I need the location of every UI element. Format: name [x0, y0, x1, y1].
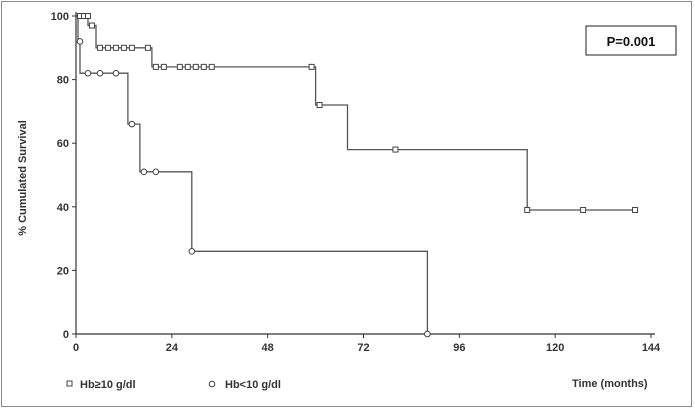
y-tick-label: 0: [63, 329, 69, 341]
censor-mark-square: [160, 63, 167, 70]
survival-curve-hb-high: [76, 15, 635, 211]
censor-mark-square: [392, 146, 399, 153]
legend: Hb≥10 g/dl Hb<10 g/dl: [66, 379, 281, 391]
censor-mark-circle: [84, 69, 92, 77]
censor-mark-square: [632, 206, 639, 213]
censor-mark-square: [144, 44, 151, 51]
y-tick-label: 60: [57, 138, 69, 150]
y-axis-label: % Cumulated Survival: [17, 120, 29, 236]
censor-mark-circle: [112, 69, 120, 77]
p-value-text: P=0.001: [607, 34, 656, 49]
y-tick-label: 100: [51, 11, 69, 23]
x-tick-label: 96: [453, 342, 465, 354]
survival-curve-hb-low: [76, 15, 429, 334]
censor-mark-square: [152, 63, 159, 70]
censor-mark-square: [88, 22, 95, 29]
censor-mark-square: [200, 63, 207, 70]
censor-mark-square: [184, 63, 191, 70]
legend-circle-icon: [208, 380, 216, 388]
censor-mark-square: [208, 63, 215, 70]
censor-mark-circle: [76, 38, 84, 45]
x-tick-label: 24: [166, 342, 179, 354]
censor-mark-circle: [152, 168, 160, 176]
censor-mark-square: [112, 44, 119, 51]
x-tick-label: 48: [262, 342, 274, 354]
censor-mark-square: [524, 206, 531, 213]
censor-mark-square: [84, 13, 91, 19]
censor-mark-square: [96, 44, 103, 51]
y-tick-label: 80: [57, 75, 69, 87]
censor-mark-square: [316, 102, 323, 109]
censor-mark-square: [176, 63, 183, 70]
censor-mark-circle: [188, 248, 196, 255]
censor-mark-square: [192, 63, 199, 70]
censor-mark-circle: [128, 120, 136, 128]
x-tick-label: 144: [642, 342, 661, 354]
p-value-box: P=0.001: [585, 25, 677, 56]
censor-mark-square: [120, 44, 127, 51]
y-tick-label: 40: [57, 202, 69, 214]
censor-mark-circle: [424, 330, 431, 338]
legend-label-hb-low: Hb<10 g/dl: [225, 379, 281, 391]
x-axis-label: Time (months): [572, 378, 648, 390]
tick-labels: 0 24 48 72 96 120 144 0 20 40 60 80 100: [51, 11, 661, 354]
x-tick-label: 0: [73, 342, 79, 354]
censor-mark-square: [308, 63, 315, 70]
censor-mark-square: [104, 44, 111, 51]
y-tick-label: 20: [57, 265, 69, 277]
censor-mark-circle: [96, 69, 104, 77]
censor-mark-square: [580, 206, 587, 213]
censor-markers: [76, 13, 639, 338]
censor-mark-square: [128, 44, 135, 51]
series-layer: [76, 15, 635, 334]
censor-mark-circle: [140, 168, 148, 176]
axes: [72, 12, 655, 338]
x-tick-label: 72: [357, 342, 369, 354]
legend-square-icon: [66, 380, 73, 387]
x-tick-label: 120: [546, 342, 564, 354]
legend-label-hb-high: Hb≥10 g/dl: [80, 379, 136, 391]
